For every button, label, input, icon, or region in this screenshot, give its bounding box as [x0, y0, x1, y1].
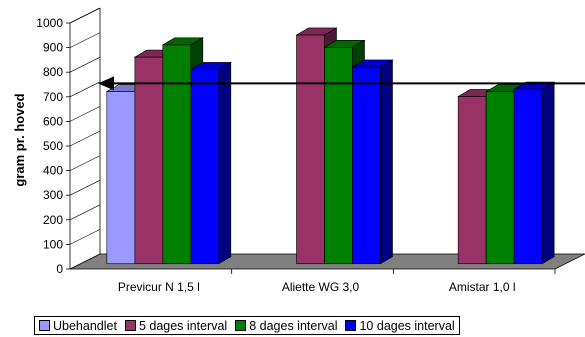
y-tick-label: 200 [43, 213, 63, 227]
x-tick-label: Amistar 1,0 l [449, 280, 516, 294]
x-tick-label: Aliette WG 3,0 [282, 280, 360, 294]
legend: Ubehandlet 5 dages interval 8 dages inte… [34, 316, 460, 335]
bar-front [513, 88, 543, 265]
y-axis-label: gram pr. hoved [12, 93, 27, 186]
legend-item: Ubehandlet [39, 319, 117, 333]
bar [189, 61, 232, 265]
bar [513, 81, 556, 265]
bar-front [162, 44, 192, 265]
y-tick-label: 100 [43, 237, 63, 251]
bar-front [352, 66, 381, 265]
legend-label: Ubehandlet [53, 318, 117, 333]
legend-label: 10 dages interval [359, 318, 455, 333]
legend-swatch-ubehandlet [39, 320, 50, 331]
y-depth-guide [69, 106, 101, 122]
bar-front [134, 56, 164, 265]
y-tick-label: 800 [43, 65, 63, 79]
bar [351, 59, 394, 265]
y-tick-label: 0 [56, 262, 63, 276]
legend-item: 5 dages interval [124, 318, 228, 333]
bars [105, 27, 556, 265]
y-depth-guide [69, 253, 101, 270]
bar-side [541, 81, 555, 265]
legend-swatch-10-dages [345, 320, 357, 331]
bar-front [485, 91, 515, 265]
bar-front [190, 69, 220, 265]
y-depth-guide [69, 56, 101, 73]
y-depth-guide [69, 32, 101, 48]
y-depth-guide [69, 179, 101, 196]
y-depth-guide [69, 155, 101, 171]
y-tick-label: 500 [43, 139, 63, 153]
legend-item: 10 dages interval [345, 318, 455, 333]
bar-side [380, 59, 393, 265]
bar-front [106, 91, 136, 265]
y-depth-guide [69, 130, 101, 147]
bar-front [457, 96, 487, 265]
y-depth-guide [69, 81, 101, 98]
x-tick-label: Previcur N 1,5 l [118, 280, 200, 294]
y-depth-guide [69, 229, 101, 245]
bar-front [296, 34, 325, 265]
legend-label: 8 dages interval [249, 318, 338, 333]
y-depth-guide [69, 204, 101, 221]
bar-front [324, 46, 353, 265]
y-tick-label: 900 [43, 41, 63, 55]
y-tick-label: 400 [43, 164, 63, 178]
y-depth-guide [69, 7, 101, 24]
legend-swatch-5-dages [124, 320, 136, 331]
reference-arrowhead [98, 76, 114, 91]
y-tick-label: 600 [43, 114, 63, 128]
legend-label: 5 dages interval [138, 318, 228, 333]
y-tick-label: 300 [43, 188, 63, 202]
bar-side [218, 61, 232, 265]
reference-line [98, 76, 585, 91]
legend-item: 8 dages interval [235, 319, 337, 333]
legend-swatch-8-dages [235, 320, 247, 331]
y-tick-label: 1000 [36, 16, 63, 30]
y-tick-label: 700 [43, 90, 63, 104]
